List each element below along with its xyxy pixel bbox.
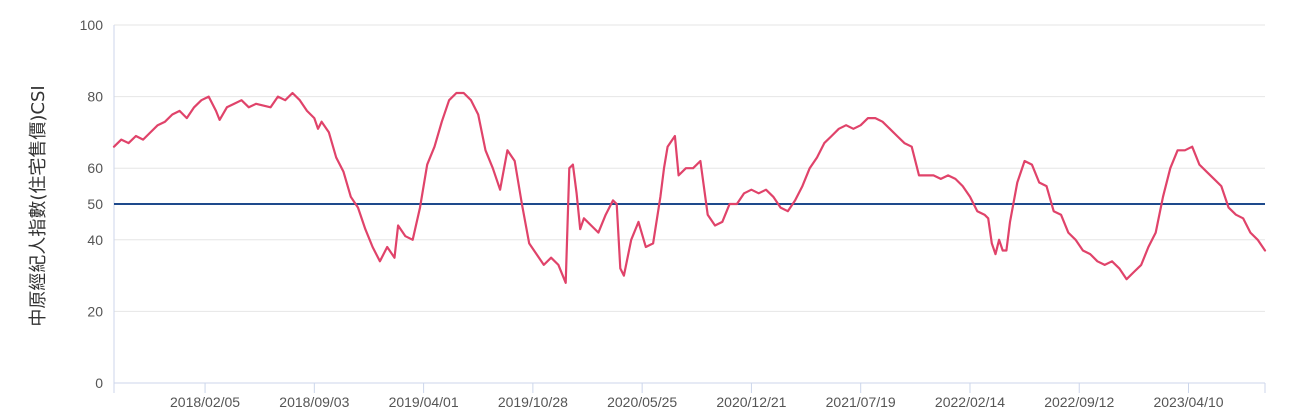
y-tick-label: 80 — [87, 89, 103, 105]
y-axis-title: 中原經紀人指數(住宅售價)CSI — [28, 85, 49, 326]
x-tick-label: 2022/09/12 — [1044, 394, 1114, 410]
y-axis: 0 20 40 50 60 80 100 — [80, 17, 115, 391]
y-tick-label: 20 — [87, 303, 103, 319]
x-tick-label: 2018/09/03 — [279, 394, 349, 410]
x-tick-label: 2019/04/01 — [389, 394, 459, 410]
x-tick-label: 2018/02/05 — [170, 394, 240, 410]
series-line-1 — [112, 91, 1267, 284]
y-tick-label: 50 — [87, 196, 103, 212]
x-tick-label: 2020/05/25 — [607, 394, 677, 410]
y-tick-label: 60 — [87, 160, 103, 176]
x-tick-label: 2023/04/10 — [1153, 394, 1223, 410]
x-tick-label: 2020/12/21 — [716, 394, 786, 410]
x-tick-label: 2021/07/19 — [826, 394, 896, 410]
x-tick-label: 2022/02/14 — [935, 394, 1005, 410]
x-axis: 2018/02/05 2018/09/03 2019/04/01 2019/10/28… — [113, 382, 1266, 410]
x-tick-label: 2019/10/28 — [498, 394, 568, 410]
y-tick-label: 40 — [87, 232, 103, 248]
y-tick-label: 0 — [95, 375, 103, 391]
y-tick-label: 100 — [80, 17, 104, 33]
series-group — [112, 91, 1267, 284]
